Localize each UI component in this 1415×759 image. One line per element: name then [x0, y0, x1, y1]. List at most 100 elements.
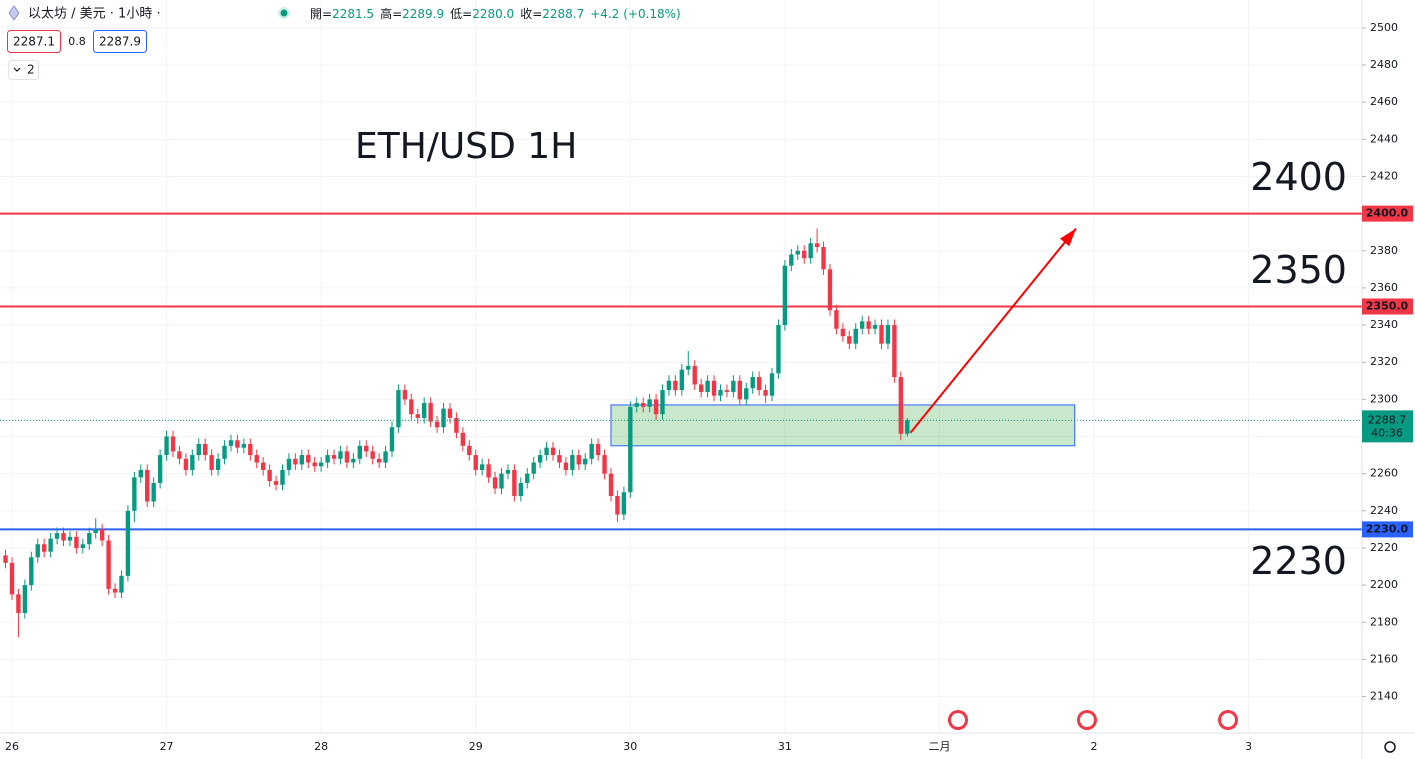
candle-body — [853, 328, 858, 344]
x-tick-label: 26 — [5, 740, 19, 753]
candle-body — [80, 544, 86, 548]
candle-body — [235, 440, 240, 448]
candle-body — [48, 538, 53, 552]
candle-body — [125, 510, 131, 576]
candle-body — [814, 243, 820, 248]
candle-body — [795, 250, 800, 255]
candle-body — [879, 325, 884, 344]
candle-body — [518, 482, 524, 496]
ohlc-key: 低= — [450, 7, 472, 21]
candle-body — [756, 377, 762, 391]
candle-body — [615, 495, 620, 515]
candle-body — [802, 250, 807, 259]
candle-body — [737, 380, 742, 400]
candle-body — [763, 390, 768, 396]
candle-body — [338, 451, 343, 459]
candle-body — [473, 455, 478, 470]
candle-body — [312, 462, 317, 467]
grid — [0, 0, 1362, 733]
x-tick-label: 二月 — [928, 740, 950, 753]
candle-body — [769, 373, 775, 396]
level-tag-label: 2350.0 — [1366, 299, 1409, 312]
candle-body — [267, 469, 272, 482]
candle-body — [460, 432, 466, 446]
candle-body — [647, 399, 652, 407]
bid-box — [7, 30, 61, 53]
candle-body — [731, 380, 736, 392]
candle-body — [415, 414, 420, 418]
y-tick-label: 2180 — [1370, 615, 1398, 628]
candle-body — [293, 458, 298, 465]
candle-body — [447, 408, 453, 418]
candle-body — [93, 529, 98, 534]
ohlc-key: 收= — [520, 7, 542, 21]
candle-body — [653, 399, 659, 415]
candle-body — [628, 406, 633, 493]
candle-body — [492, 477, 498, 489]
candle-body — [608, 473, 614, 496]
y-tick-label: 2240 — [1370, 504, 1398, 517]
candle-body — [454, 417, 459, 433]
bid: 2287.1 — [13, 35, 55, 49]
event-flag-inner — [1221, 713, 1235, 727]
candle-body — [634, 403, 639, 407]
candle-body — [872, 325, 878, 329]
candle-body — [576, 455, 581, 465]
y-tick-label: 2340 — [1370, 318, 1398, 331]
candle-body — [318, 462, 324, 467]
candle-body — [905, 420, 910, 434]
candle-body — [718, 390, 723, 396]
candle-body — [563, 462, 569, 470]
arrow-shaft — [909, 227, 1077, 434]
ohlc-key: 高= — [380, 6, 402, 21]
candle-body — [544, 447, 549, 456]
candle-body — [847, 336, 852, 344]
candle-body — [531, 462, 536, 474]
spread: 0.8 — [68, 35, 86, 48]
candle-body — [170, 436, 176, 452]
candle-body — [834, 310, 839, 329]
candle-body — [686, 365, 691, 370]
level-tag — [1362, 521, 1413, 538]
axes: 2140216021802200222022402260228023002320… — [5, 21, 1413, 753]
candle-body — [248, 443, 253, 456]
candle-body — [260, 462, 266, 470]
x-tick-label: 27 — [160, 740, 174, 753]
candle-body — [486, 464, 491, 478]
ohlc-value: 2280.0 — [472, 7, 514, 21]
event-flag-inner — [951, 713, 965, 727]
candle-body — [641, 403, 646, 407]
settings-icon[interactable] — [1384, 741, 1396, 753]
candle-body — [402, 390, 408, 400]
y-tick-label: 2480 — [1370, 58, 1398, 71]
candle-body — [209, 455, 214, 470]
candle-body — [589, 443, 594, 459]
candle-body — [602, 455, 607, 474]
candle-body — [808, 243, 813, 259]
level-note: 2230 — [1250, 539, 1347, 583]
indicator-toggle[interactable] — [8, 60, 39, 80]
y-tick-label: 2420 — [1370, 169, 1398, 182]
x-tick-label: 28 — [314, 740, 328, 753]
candle-body — [364, 445, 369, 452]
y-tick-label: 2200 — [1370, 578, 1398, 591]
candle-body — [698, 384, 704, 392]
ohlc-value: 2288.7 — [542, 7, 584, 21]
candle-body — [241, 443, 247, 448]
level-note: 2400 — [1250, 155, 1347, 199]
candle-body — [351, 458, 356, 463]
candle-body — [866, 321, 871, 329]
candle-body — [376, 458, 382, 463]
candle-body — [660, 390, 665, 415]
y-tick-label: 2300 — [1370, 392, 1398, 405]
candle-body — [479, 464, 485, 470]
candle-body — [821, 247, 826, 270]
candle-body — [789, 254, 794, 266]
symbol: 以太坊 / 美元 · 1小時 · — [28, 7, 161, 22]
candle-body — [286, 458, 292, 470]
event-flag-inner — [1080, 713, 1094, 727]
candle-body — [467, 445, 472, 456]
candle-body — [22, 585, 28, 613]
y-tick-label: 2260 — [1370, 467, 1398, 480]
